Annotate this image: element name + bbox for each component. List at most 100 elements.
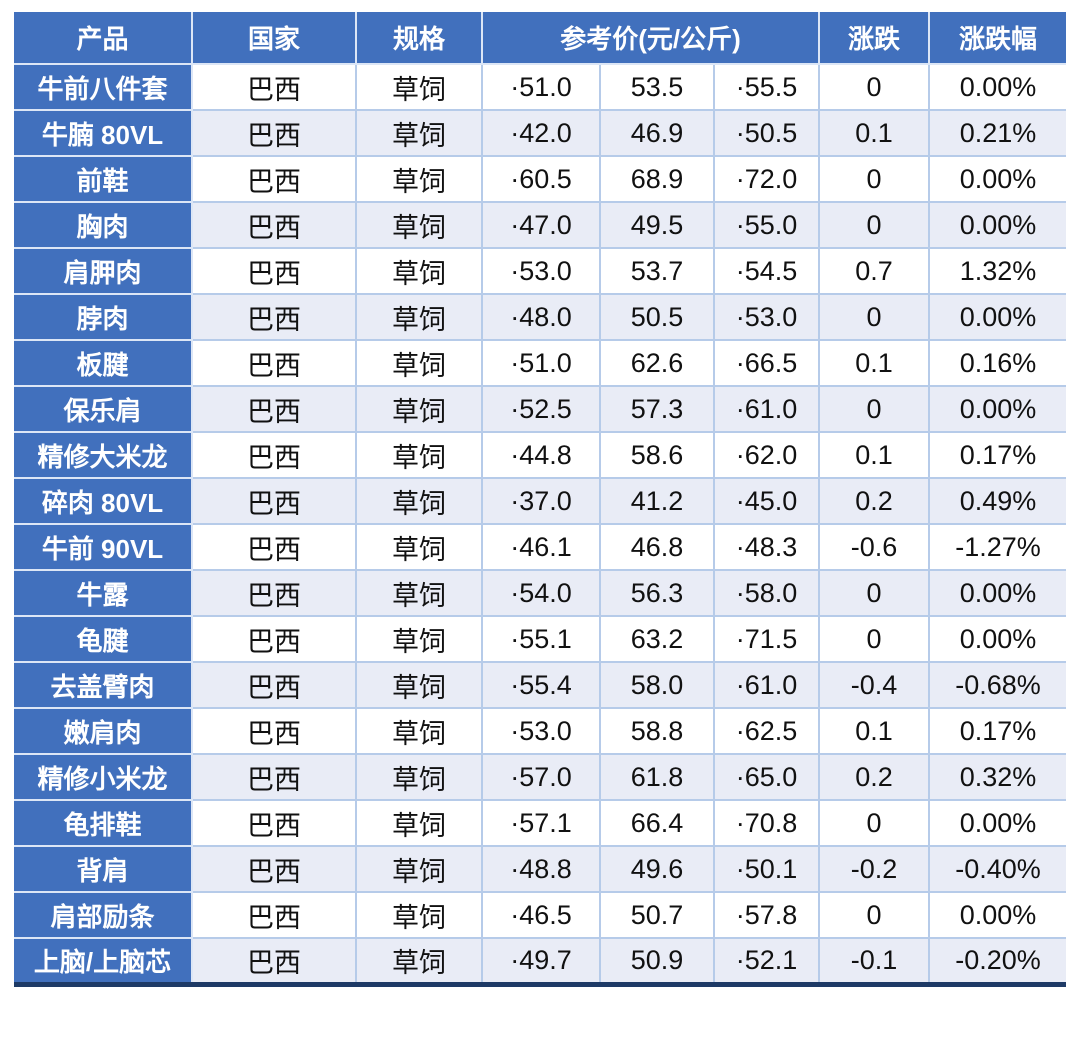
price-mid-cell: 50.9 (599, 937, 715, 985)
beef-price-table-wrap: 产品 国家 规格 参考价(元/公斤) 涨跌 涨跌幅 牛前八件套 巴西 草饲 ·5… (14, 12, 1067, 987)
product-cell: 牛露 (14, 569, 193, 617)
product-cell: 背肩 (14, 845, 193, 893)
price-mid-cell: 58.6 (599, 431, 715, 479)
table-row: 碎肉 80VL 巴西 草饲 ·37.0 41.2 ·45.0 0.2 0.49% (14, 477, 1067, 525)
price-low-cell: ·54.0 (481, 569, 601, 617)
price-high-cell: ·48.3 (712, 523, 821, 571)
price-low-cell: ·51.0 (481, 339, 601, 387)
spec-cell: 草饲 (355, 109, 483, 157)
change-pct-cell: 0.32% (928, 753, 1067, 801)
spec-cell: 草饲 (355, 339, 483, 387)
change-cell: -0.6 (818, 523, 931, 571)
spec-cell: 草饲 (355, 569, 483, 617)
spec-cell: 草饲 (355, 799, 483, 847)
change-cell: 0.2 (818, 753, 931, 801)
price-high-cell: ·71.5 (712, 615, 821, 663)
price-high-cell: ·55.0 (712, 201, 821, 249)
product-cell: 保乐肩 (14, 385, 193, 433)
change-pct-cell: -0.40% (928, 845, 1067, 893)
country-cell: 巴西 (191, 937, 357, 985)
spec-cell: 草饲 (355, 661, 483, 709)
price-mid-cell: 50.7 (599, 891, 715, 939)
country-cell: 巴西 (191, 891, 357, 939)
price-low-cell: ·51.0 (481, 63, 601, 111)
table-row: 龟腱 巴西 草饲 ·55.1 63.2 ·71.5 0 0.00% (14, 615, 1067, 663)
table-body: 牛前八件套 巴西 草饲 ·51.0 53.5 ·55.5 0 0.00% 牛腩 … (14, 63, 1067, 985)
price-low-cell: ·49.7 (481, 937, 601, 985)
country-cell: 巴西 (191, 155, 357, 203)
price-mid-cell: 53.5 (599, 63, 715, 111)
country-cell: 巴西 (191, 707, 357, 755)
price-mid-cell: 58.0 (599, 661, 715, 709)
spec-cell: 草饲 (355, 431, 483, 479)
price-low-cell: ·55.4 (481, 661, 601, 709)
price-low-cell: ·52.5 (481, 385, 601, 433)
product-cell: 碎肉 80VL (14, 477, 193, 525)
change-cell: 0.1 (818, 707, 931, 755)
price-high-cell: ·65.0 (712, 753, 821, 801)
price-high-cell: ·55.5 (712, 63, 821, 111)
price-mid-cell: 56.3 (599, 569, 715, 617)
price-low-cell: ·53.0 (481, 707, 601, 755)
header-spec: 规格 (355, 12, 483, 65)
spec-cell: 草饲 (355, 293, 483, 341)
header-country: 国家 (191, 12, 357, 65)
change-pct-cell: 0.00% (928, 155, 1067, 203)
price-mid-cell: 46.9 (599, 109, 715, 157)
change-cell: -0.1 (818, 937, 931, 985)
table-row: 牛前 90VL 巴西 草饲 ·46.1 46.8 ·48.3 -0.6 -1.2… (14, 523, 1067, 571)
price-mid-cell: 49.5 (599, 201, 715, 249)
product-cell: 胸肉 (14, 201, 193, 249)
header-price: 参考价(元/公斤) (480, 12, 821, 65)
country-cell: 巴西 (191, 753, 357, 801)
change-cell: 0 (818, 63, 931, 111)
price-mid-cell: 62.6 (599, 339, 715, 387)
change-cell: 0 (818, 385, 931, 433)
country-cell: 巴西 (191, 293, 357, 341)
price-high-cell: ·58.0 (712, 569, 821, 617)
spec-cell: 草饲 (355, 707, 483, 755)
country-cell: 巴西 (191, 845, 357, 893)
country-cell: 巴西 (191, 63, 357, 111)
change-pct-cell: 0.00% (928, 63, 1067, 111)
change-cell: 0.1 (818, 109, 931, 157)
country-cell: 巴西 (191, 523, 357, 571)
spec-cell: 草饲 (355, 891, 483, 939)
beef-price-table: 产品 国家 规格 参考价(元/公斤) 涨跌 涨跌幅 牛前八件套 巴西 草饲 ·5… (14, 12, 1067, 987)
product-cell: 脖肉 (14, 293, 193, 341)
price-mid-cell: 46.8 (599, 523, 715, 571)
price-high-cell: ·54.5 (712, 247, 821, 295)
price-high-cell: ·62.5 (712, 707, 821, 755)
spec-cell: 草饲 (355, 201, 483, 249)
change-pct-cell: 0.00% (928, 293, 1067, 341)
spec-cell: 草饲 (355, 523, 483, 571)
spec-cell: 草饲 (355, 247, 483, 295)
change-cell: 0 (818, 891, 931, 939)
price-low-cell: ·46.1 (481, 523, 601, 571)
change-pct-cell: 0.16% (928, 339, 1067, 387)
table-row: 嫩肩肉 巴西 草饲 ·53.0 58.8 ·62.5 0.1 0.17% (14, 707, 1067, 755)
spec-cell: 草饲 (355, 155, 483, 203)
spec-cell: 草饲 (355, 937, 483, 985)
price-low-cell: ·44.8 (481, 431, 601, 479)
price-high-cell: ·50.5 (712, 109, 821, 157)
product-cell: 精修小米龙 (14, 753, 193, 801)
change-cell: 0 (818, 799, 931, 847)
price-mid-cell: 50.5 (599, 293, 715, 341)
country-cell: 巴西 (191, 201, 357, 249)
table-row: 脖肉 巴西 草饲 ·48.0 50.5 ·53.0 0 0.00% (14, 293, 1067, 341)
change-pct-cell: 0.00% (928, 201, 1067, 249)
price-low-cell: ·48.8 (481, 845, 601, 893)
price-low-cell: ·57.0 (481, 753, 601, 801)
table-row: 背肩 巴西 草饲 ·48.8 49.6 ·50.1 -0.2 -0.40% (14, 845, 1067, 893)
change-cell: -0.2 (818, 845, 931, 893)
spec-cell: 草饲 (355, 385, 483, 433)
price-high-cell: ·72.0 (712, 155, 821, 203)
product-cell: 板腱 (14, 339, 193, 387)
change-pct-cell: 0.49% (928, 477, 1067, 525)
change-pct-cell: 0.21% (928, 109, 1067, 157)
change-pct-cell: 0.00% (928, 891, 1067, 939)
change-cell: 0.1 (818, 431, 931, 479)
country-cell: 巴西 (191, 799, 357, 847)
change-cell: 0.2 (818, 477, 931, 525)
